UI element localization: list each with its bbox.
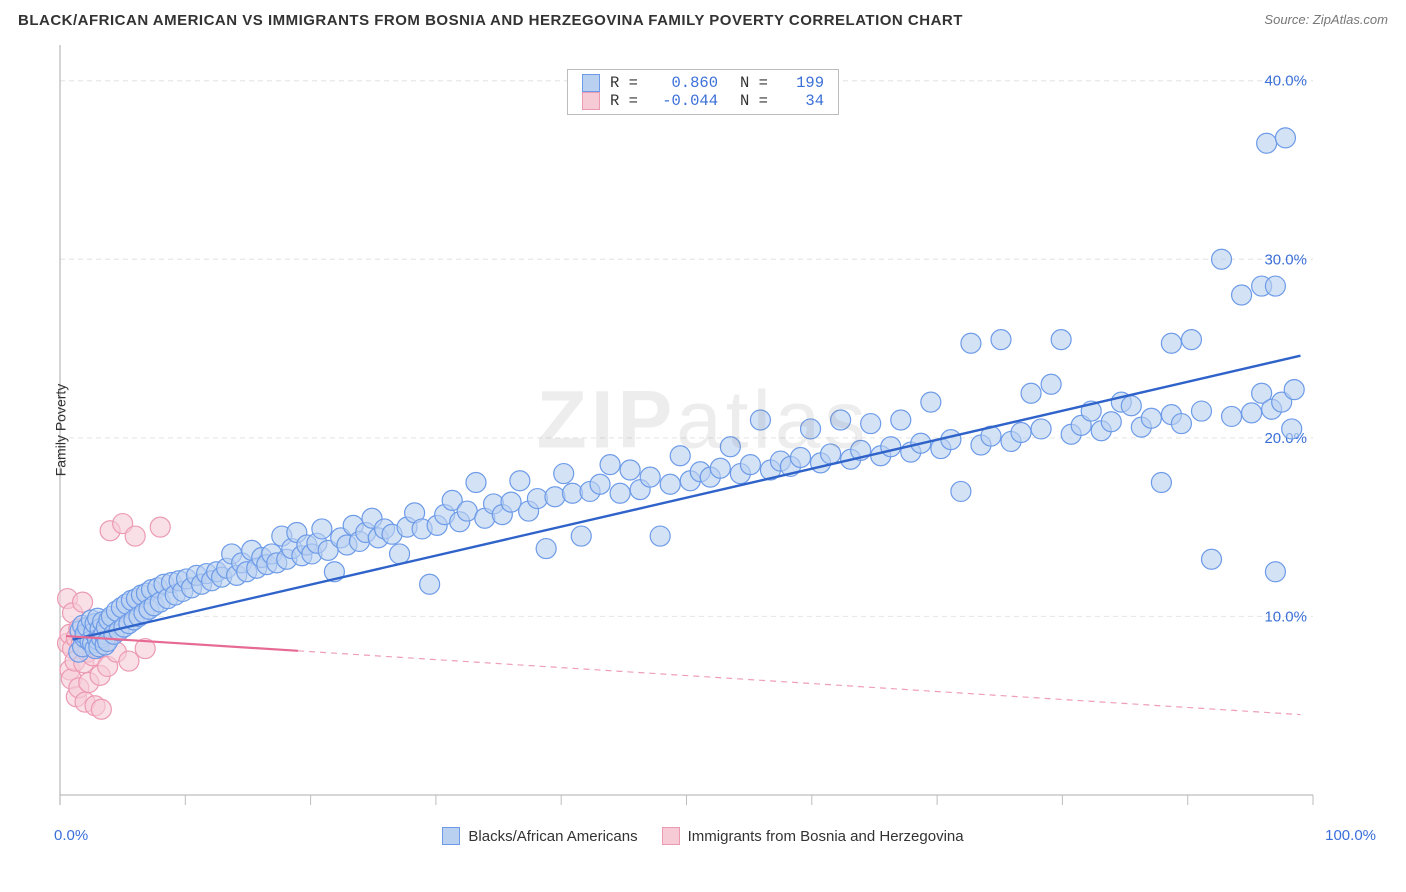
source-link[interactable]: Source: ZipAtlas.com [1264, 12, 1388, 27]
stats-r-value: -0.044 [648, 92, 718, 110]
stats-row-pink: R = -0.044 N = 34 [582, 92, 824, 110]
svg-text:40.0%: 40.0% [1264, 73, 1307, 90]
stats-box: R = 0.860 N = 199 R = -0.044 N = 34 [567, 69, 839, 115]
svg-text:30.0%: 30.0% [1264, 251, 1307, 268]
chart-area: Family Poverty R = 0.860 N = 199 R = -0.… [18, 35, 1388, 825]
stats-n-label: N = [740, 92, 768, 110]
y-axis-label: Family Poverty [52, 384, 68, 477]
stats-r-label: R = [610, 74, 638, 92]
x-min-label: 0.0% [54, 827, 88, 844]
source-name: ZipAtlas.com [1313, 12, 1388, 27]
stats-row-blue: R = 0.860 N = 199 [582, 74, 824, 92]
chart-title: BLACK/AFRICAN AMERICAN VS IMMIGRANTS FRO… [18, 12, 963, 29]
stats-r-label: R = [610, 92, 638, 110]
x-max-label: 100.0% [1325, 827, 1376, 844]
legend-label: Immigrants from Bosnia and Herzegovina [688, 828, 964, 845]
svg-text:10.0%: 10.0% [1264, 608, 1307, 625]
legend-label: Blacks/African Americans [468, 828, 637, 845]
swatch-blue-icon [442, 827, 460, 845]
legend-item-pink: Immigrants from Bosnia and Herzegovina [662, 827, 964, 845]
stats-n-label: N = [740, 74, 768, 92]
swatch-pink-icon [662, 827, 680, 845]
swatch-pink-icon [582, 92, 600, 110]
stats-n-value: 199 [778, 74, 824, 92]
legend-item-blue: Blacks/African Americans [442, 827, 637, 845]
footer-legend: 0.0% Blacks/African Americans Immigrants… [18, 827, 1388, 845]
scatter-chart: 10.0%20.0%30.0%40.0% [18, 35, 1348, 825]
source-prefix: Source: [1264, 12, 1309, 27]
stats-n-value: 34 [778, 92, 824, 110]
stats-r-value: 0.860 [648, 74, 718, 92]
swatch-blue-icon [582, 74, 600, 92]
